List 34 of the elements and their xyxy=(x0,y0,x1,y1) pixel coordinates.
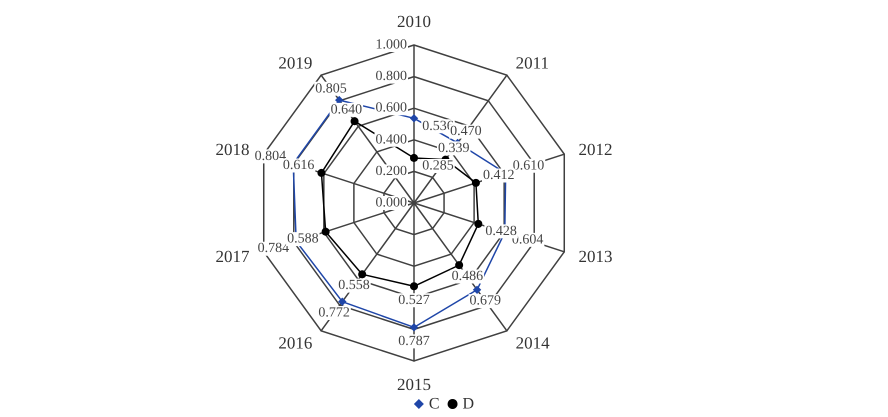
spoke-label: 2014 xyxy=(516,333,550,352)
spoke-label: 2015 xyxy=(397,375,431,394)
data-label: 0.772 xyxy=(318,306,350,321)
spoke-label: 2010 xyxy=(397,12,431,31)
data-label: 0.339 xyxy=(438,140,470,156)
data-label: 0.285 xyxy=(422,158,454,174)
spoke-label: 2018 xyxy=(215,140,250,160)
y-tick-label: 1.000 xyxy=(376,38,407,52)
y-tick-label: 0.000 xyxy=(376,196,407,210)
data-label: 0.805 xyxy=(315,81,347,96)
spoke-label: 2019 xyxy=(278,54,312,73)
y-tick-label: 0.200 xyxy=(376,164,407,179)
data-label: 0.588 xyxy=(287,232,319,247)
y-tick-label: 0.600 xyxy=(376,100,407,116)
spoke-label: 2016 xyxy=(278,333,312,352)
data-label: 0.610 xyxy=(512,158,544,174)
spoke-label: 2013 xyxy=(578,246,613,266)
y-tick-label: 0.400 xyxy=(376,132,407,148)
legend-label: D xyxy=(462,396,474,412)
legend-label: C xyxy=(428,396,440,412)
data-label: 0.679 xyxy=(470,294,502,309)
data-label: 0.428 xyxy=(485,224,517,239)
data-label: 0.558 xyxy=(338,278,370,294)
spoke-label: 2012 xyxy=(578,140,613,160)
spoke-label: 2011 xyxy=(516,54,550,73)
data-label: 0.616 xyxy=(282,158,314,174)
y-tick-label: 0.800 xyxy=(376,69,407,84)
data-label: 0.787 xyxy=(398,334,430,349)
data-label: 0.784 xyxy=(258,241,290,256)
spoke-label: 2017 xyxy=(215,246,250,266)
data-label: 0.527 xyxy=(398,292,430,308)
data-label: 0.486 xyxy=(452,268,484,284)
data-label: 0.640 xyxy=(330,102,362,118)
data-label: 0.412 xyxy=(482,168,514,183)
